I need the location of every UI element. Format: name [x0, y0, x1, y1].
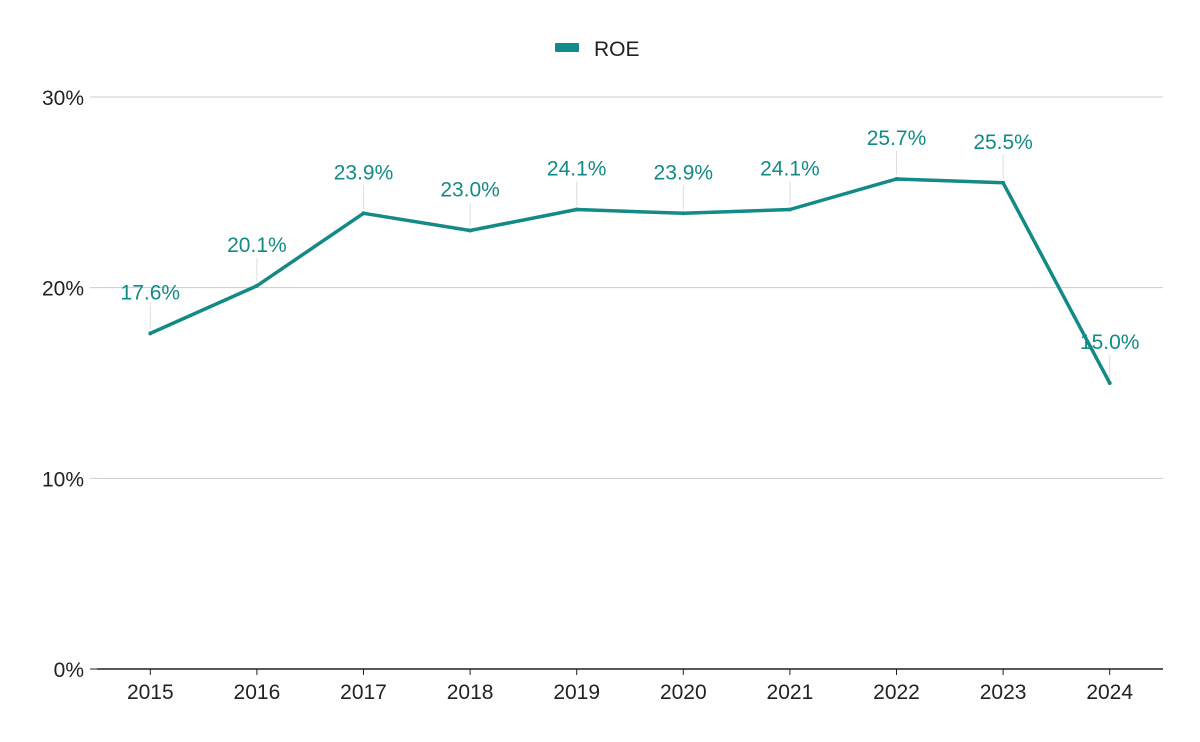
series-line-roe	[148, 177, 1112, 385]
x-tick-label: 2020	[660, 681, 707, 704]
data-label: 20.1%	[227, 234, 287, 257]
legend: ROE	[555, 38, 640, 61]
y-tick-label: 30%	[42, 87, 84, 110]
y-tick-label: 10%	[42, 468, 84, 491]
data-label: 24.1%	[760, 157, 820, 180]
data-label: 25.5%	[973, 131, 1033, 154]
series-roe	[148, 176, 1112, 385]
data-label-leaders	[149, 150, 1111, 379]
x-tick-label: 2021	[767, 681, 814, 704]
data-point	[681, 211, 686, 216]
x-tick-label: 2024	[1086, 681, 1133, 704]
data-point	[1001, 180, 1006, 185]
data-point	[574, 207, 579, 212]
x-tick-label: 2015	[127, 681, 174, 704]
data-label: 25.7%	[867, 127, 927, 150]
data-point	[254, 283, 259, 288]
gridlines	[90, 96, 1163, 670]
x-tick-label: 2022	[873, 681, 920, 704]
legend-label-roe: ROE	[594, 38, 640, 61]
data-point	[468, 228, 473, 233]
data-point	[894, 176, 899, 181]
data-label: 23.0%	[440, 178, 500, 201]
data-labels: 17.6% 20.1% 23.9% 23.0% 24.1% 23.9% 24.1% 25.7%…	[121, 127, 1140, 354]
legend-swatch-roe	[555, 43, 579, 52]
y-tick-label: 20%	[42, 278, 84, 301]
data-label: 23.9%	[334, 161, 394, 184]
x-tick-label: 2023	[980, 681, 1027, 704]
y-axis-tick-labels: 0% 10% 20% 30%	[42, 87, 84, 682]
y-tick-label: 0%	[54, 659, 84, 682]
data-point	[787, 207, 792, 212]
x-axis-tick-labels: 2015 2016 2017 2018 2019 2020 2021 2022 2023 2024	[127, 669, 1133, 704]
data-label: 24.1%	[547, 157, 607, 180]
data-point	[148, 331, 153, 336]
x-tick-label: 2016	[234, 681, 281, 704]
data-label: 15.0%	[1080, 331, 1140, 354]
data-point	[361, 211, 366, 216]
data-label: 23.9%	[654, 161, 714, 184]
data-label: 17.6%	[121, 281, 181, 304]
x-tick-label: 2018	[447, 681, 494, 704]
x-tick-label: 2019	[553, 681, 600, 704]
data-point	[1107, 381, 1112, 385]
x-tick-label: 2017	[340, 681, 387, 704]
